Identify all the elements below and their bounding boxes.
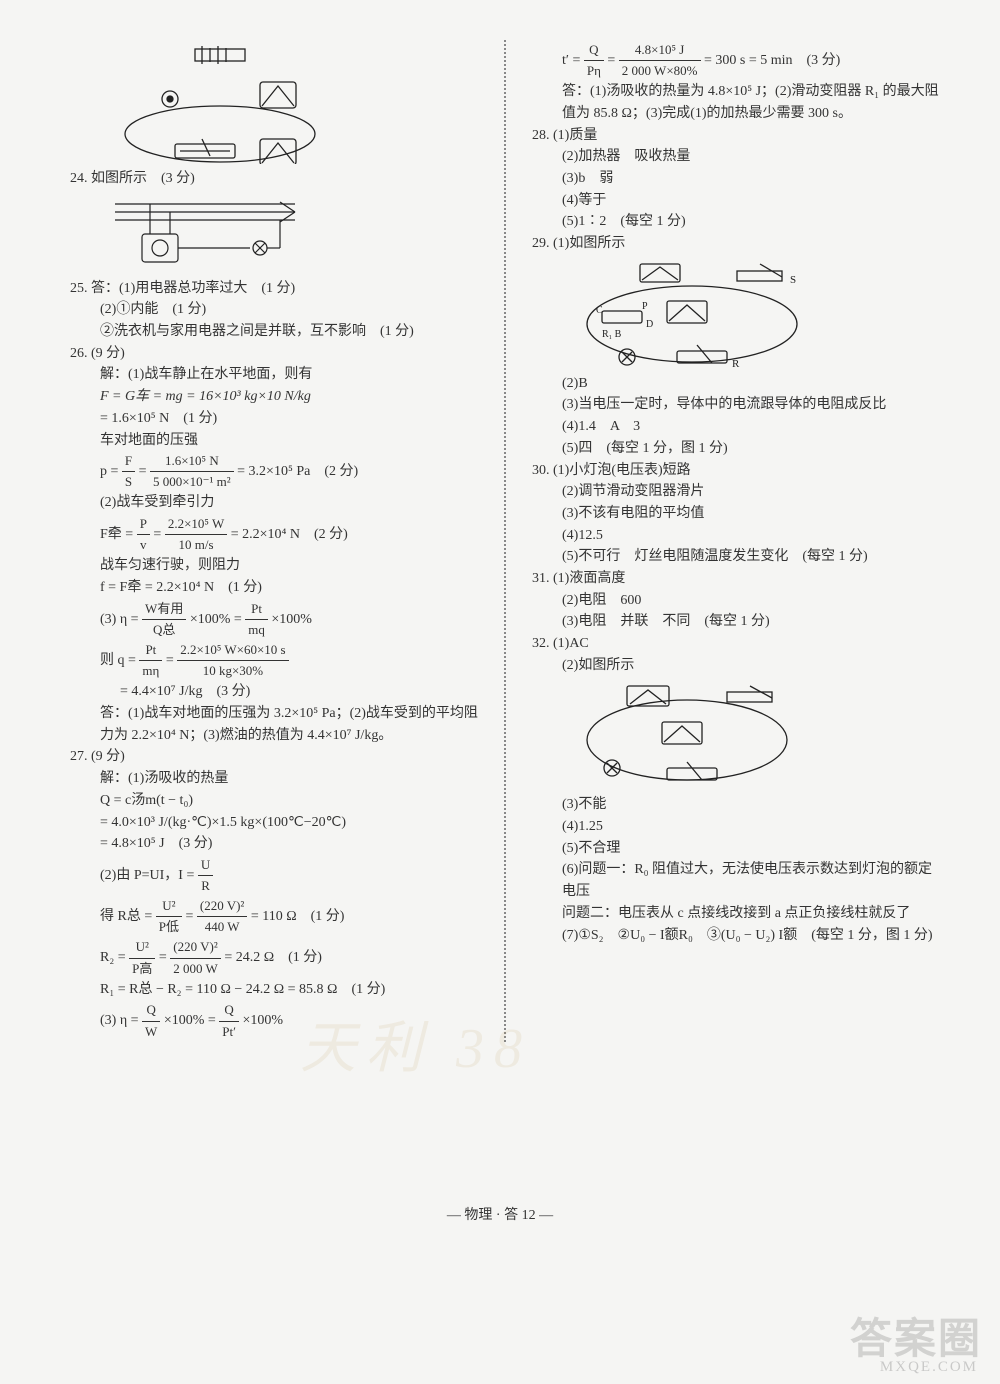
q28-1: 28. (1)质量 — [532, 125, 940, 147]
q29-1: 29. (1)如图所示 — [532, 233, 940, 255]
q26-head: 26. (9 分) — [70, 343, 478, 365]
column-divider — [504, 40, 506, 1042]
watermark-small: MXQE.COM — [880, 1359, 978, 1376]
svg-text:S: S — [790, 274, 796, 286]
watermark-mid: 天利 38 — [300, 1003, 532, 1084]
q29-2: (2)B — [532, 373, 940, 395]
q30-1: 30. (1)小灯泡(电压表)短路 — [532, 460, 940, 482]
q27-l6: 得 R总 = U²P低 = (220 V)²440 W = 110 Ω (1 分… — [70, 896, 478, 937]
q26-l6: F牵 = Pv = 2.2×10⁵ W10 m/s = 2.2×10⁴ N (2… — [70, 514, 478, 555]
q26-l2b: = 1.6×10⁵ N (1 分) — [70, 408, 478, 430]
q32-5: (5)不合理 — [532, 838, 940, 860]
q26-l10: 则 q = Ptmη = 2.2×10⁵ W×60×10 s10 kg×30% — [70, 640, 478, 681]
right-column: t′ = QPη = 4.8×10⁵ J2 000 W×80% = 300 s … — [532, 40, 940, 1042]
q27-l4: = 4.8×10⁵ J (3 分) — [70, 833, 478, 855]
q27-head: 27. (9 分) — [70, 746, 478, 768]
q25-3: ②洗衣机与家用电器之间是并联，互不影响 (1 分) — [70, 321, 478, 343]
q30-5: (5)不可行 灯丝电阻随温度发生变化 (每空 1 分) — [532, 546, 940, 568]
q29-4: (4)1.4 A 3 — [532, 416, 940, 438]
circuit-diagram-3: S C P D R₁ B R — [572, 259, 812, 369]
q30-2: (2)调节滑动变阻器滑片 — [532, 481, 940, 503]
q27-l3: = 4.0×10³ J/(kg·℃)×1.5 kg×(100℃−20℃) — [70, 812, 478, 834]
q28-5: (5)1∶2 (每空 1 分) — [532, 211, 940, 233]
circuit-diagram-1 — [110, 44, 330, 164]
circuit-diagram-2 — [110, 194, 300, 274]
q29-3: (3)当电压一定时，导体中的电流跟导体的电阻成反比 — [532, 394, 940, 416]
q32-7: 问题二：电压表从 c 点接线改接到 a 点正负接线柱就反了 — [532, 903, 940, 925]
q25-1: 25. 答：(1)用电器总功率过大 (1 分) — [70, 278, 478, 300]
q32-1: 32. (1)AC — [532, 633, 940, 655]
q26-l3: 车对地面的压强 — [70, 430, 478, 452]
q26-l4: p = FS = 1.6×10⁵ N5 000×10⁻¹ m² = 3.2×10… — [70, 451, 478, 492]
q31-3: (3)电阻 并联 不同 (每空 1 分) — [532, 611, 940, 633]
q26-l1: 解：(1)战车静止在水平地面，则有 — [70, 364, 478, 386]
q31-2: (2)电阻 600 — [532, 590, 940, 612]
q30-4: (4)12.5 — [532, 525, 940, 547]
q32-2: (2)如图所示 — [532, 655, 940, 677]
q32-8: (7)①S₂ ②U₀ − I额R₀ ③(U₀ − U₂) I额 (每空 1 分，… — [532, 925, 940, 947]
q27-l5: (2)由 P=UI，I = UR — [70, 855, 478, 896]
q27-l8: R₁ = R总 − R₂ = 110 Ω − 24.2 Ω = 85.8 Ω (… — [70, 979, 478, 1001]
q26-l2a: F = G车 = mg = 16×10³ kg×10 N/kg — [100, 389, 311, 404]
q31-1: 31. (1)液面高度 — [532, 568, 940, 590]
q28-2: (2)加热器 吸收热量 — [532, 146, 940, 168]
q32-4: (4)1.25 — [532, 816, 940, 838]
q26-l8: f = F牵 = 2.2×10⁴ N (1 分) — [70, 577, 478, 599]
svg-text:R₁ B: R₁ B — [602, 329, 622, 340]
svg-text:D: D — [646, 319, 653, 330]
svg-text:R: R — [732, 358, 740, 369]
circuit-diagram-4 — [572, 680, 802, 790]
q32-6: (6)问题一：R₀ 阻值过大，无法使电压表示数达到灯泡的额定电压 — [532, 859, 940, 902]
ans27: 答：(1)汤吸收的热量为 4.8×10⁵ J；(2)滑动变阻器 R₁ 的最大阻值… — [532, 81, 940, 124]
q26-ans: 答：(1)战车对地面的压强为 3.2×10⁵ Pa；(2)战车受到的平均阻力为 … — [70, 703, 478, 746]
left-column: 24. 如图所示 (3 分) 25. 答：(1)用电器总功率过大 (1 分) (… — [70, 40, 478, 1042]
watermark-big: 答案圈 — [850, 1305, 982, 1366]
svg-text:P: P — [642, 301, 648, 312]
q27-l2: Q = c汤m(t − t₀) — [70, 790, 478, 812]
t-prime: t′ = QPη = 4.8×10⁵ J2 000 W×80% = 300 s … — [532, 40, 940, 81]
q24: 24. 如图所示 (3 分) — [70, 168, 478, 190]
q26-l9: (3) η = W有用Q总 ×100% = Ptmq ×100% — [70, 599, 478, 640]
q28-4: (4)等于 — [532, 190, 940, 212]
q26-l5: (2)战车受到牵引力 — [70, 492, 478, 514]
q26-l11: = 4.4×10⁷ J/kg (3 分) — [70, 681, 478, 703]
q28-3: (3)b 弱 — [532, 168, 940, 190]
q29-5: (5)四 (每空 1 分，图 1 分) — [532, 438, 940, 460]
q32-3: (3)不能 — [532, 794, 940, 816]
page-footer: — 物理 · 答 12 — — [0, 1204, 1000, 1224]
q27-l1: 解：(1)汤吸收的热量 — [70, 768, 478, 790]
q30-3: (3)不该有电阻的平均值 — [532, 503, 940, 525]
q26-l7: 战车匀速行驶，则阻力 — [70, 555, 478, 577]
q27-l7: R₂ = U²P高 = (220 V)²2 000 W = 24.2 Ω (1 … — [70, 937, 478, 978]
q25-2: (2)①内能 (1 分) — [70, 299, 478, 321]
svg-text:C: C — [596, 305, 603, 316]
